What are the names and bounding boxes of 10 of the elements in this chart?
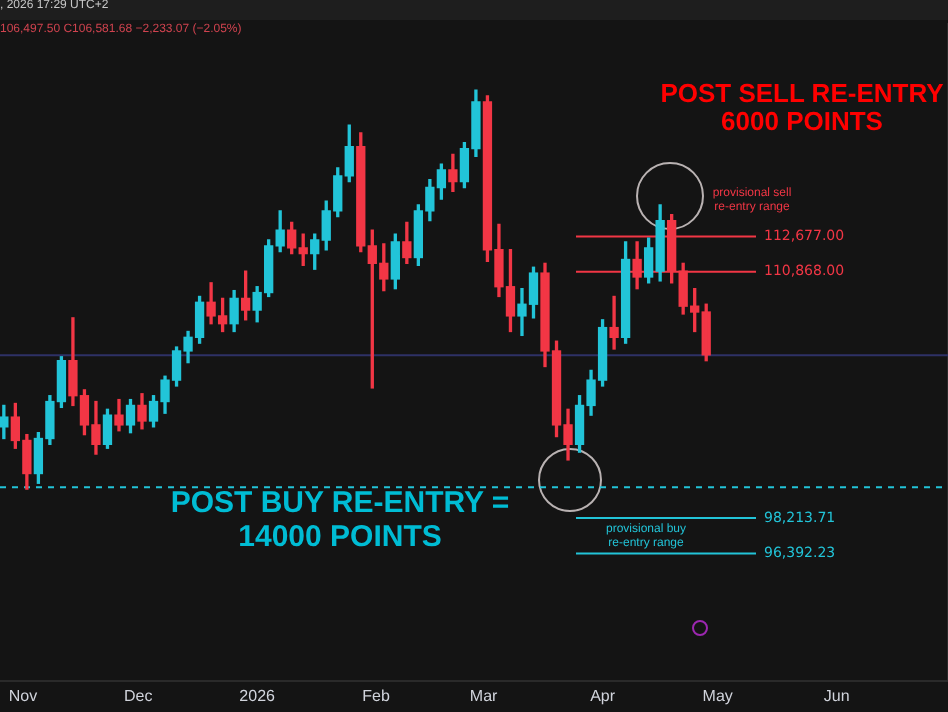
x-tick-label: Feb [362, 686, 391, 705]
x-tick-label: May [702, 686, 733, 705]
annotation: POST SELL RE-ENTRY 6000 POINTS [658, 78, 946, 138]
x-tick-label: Nov [8, 686, 38, 705]
x-tick-label: Dec [123, 686, 153, 705]
x-tick-label: Jun [823, 686, 850, 705]
annotation: POST BUY RE-ENTRY = 14000 POINTS [168, 486, 512, 554]
x-tick-label: 2026 [239, 686, 277, 705]
x-tick-label: Apr [590, 686, 616, 705]
x-tick-label: Mar [469, 686, 499, 705]
